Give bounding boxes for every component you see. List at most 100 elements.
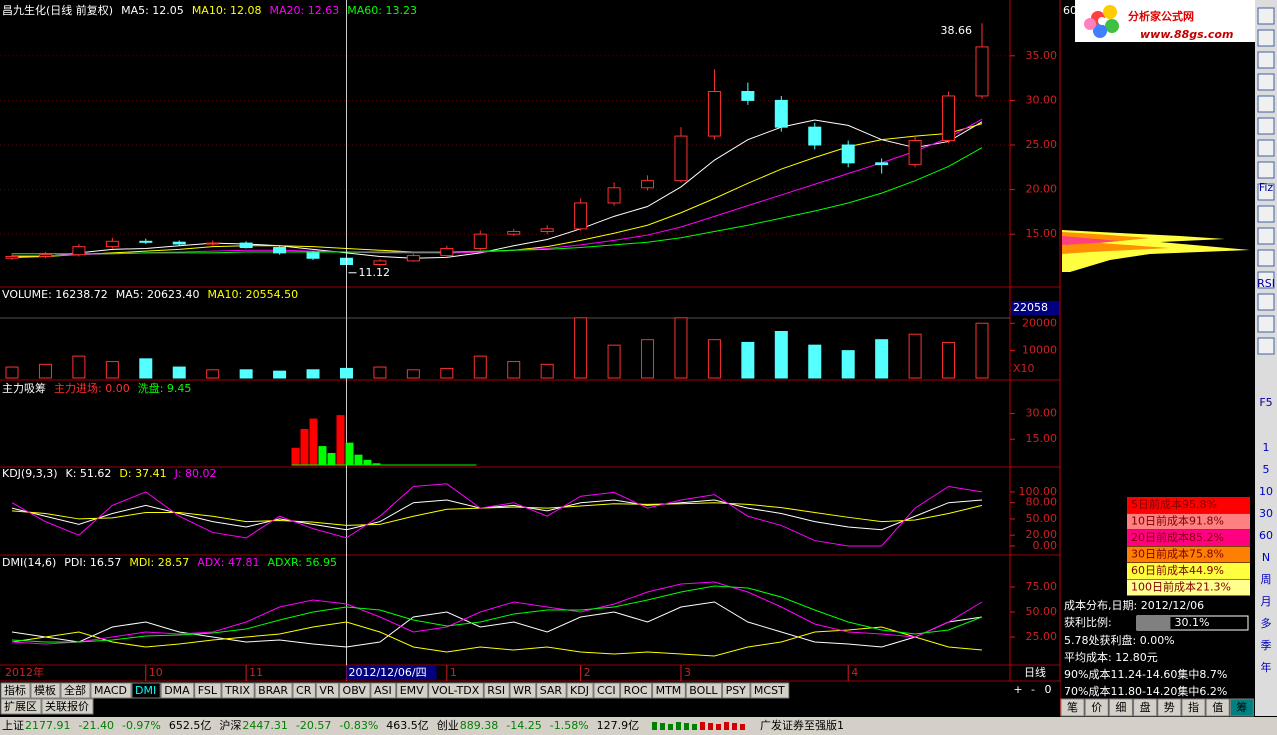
period-button[interactable]: 年 bbox=[1261, 660, 1272, 674]
period-button[interactable]: 5 bbox=[1263, 463, 1270, 476]
tab-label[interactable]: 指标 bbox=[4, 683, 26, 697]
side-tab[interactable] bbox=[1108, 698, 1133, 717]
tab[interactable] bbox=[194, 682, 222, 699]
tab[interactable] bbox=[0, 698, 42, 715]
tab[interactable] bbox=[652, 682, 686, 699]
tab-label[interactable]: WR bbox=[513, 684, 532, 697]
tab-label[interactable]: CR bbox=[296, 684, 312, 697]
tab-label[interactable]: BRAR bbox=[258, 684, 288, 697]
tool-icon[interactable] bbox=[1257, 293, 1275, 311]
tab[interactable] bbox=[0, 682, 31, 699]
tab-label[interactable]: MACD bbox=[94, 684, 127, 697]
tab[interactable] bbox=[160, 682, 195, 699]
tab[interactable] bbox=[315, 682, 340, 699]
side-tab[interactable] bbox=[1229, 698, 1254, 717]
tool-icon[interactable] bbox=[1257, 29, 1275, 47]
tool-icon[interactable] bbox=[1257, 51, 1275, 69]
tab-label[interactable]: FSL bbox=[198, 684, 218, 697]
tab[interactable] bbox=[30, 682, 61, 699]
tab[interactable] bbox=[750, 682, 790, 699]
tab[interactable] bbox=[90, 682, 132, 699]
tab[interactable] bbox=[131, 682, 161, 699]
tab-label[interactable]: MTM bbox=[656, 684, 682, 697]
tool-icon[interactable] bbox=[1257, 249, 1275, 267]
tab-label[interactable]: OBV bbox=[343, 684, 367, 697]
period-button[interactable]: N bbox=[1262, 551, 1270, 564]
zoom-button[interactable]: 0 bbox=[1045, 683, 1052, 696]
side-tab-label[interactable]: 值 bbox=[1212, 701, 1223, 714]
side-tab[interactable] bbox=[1157, 698, 1182, 717]
side-tab-label[interactable]: 势 bbox=[1164, 701, 1175, 714]
tab-label[interactable]: ROC bbox=[624, 684, 648, 697]
tab-label[interactable]: BOLL bbox=[689, 684, 718, 697]
side-tab-label[interactable]: 价 bbox=[1091, 701, 1102, 714]
tab[interactable] bbox=[221, 682, 255, 699]
tab[interactable] bbox=[396, 682, 429, 699]
tab-label[interactable]: VOL-TDX bbox=[432, 684, 480, 697]
side-tab[interactable] bbox=[1133, 698, 1158, 717]
zoom-button[interactable]: - bbox=[1031, 683, 1035, 696]
tab[interactable] bbox=[339, 682, 371, 699]
tab-label[interactable]: DMI bbox=[135, 684, 156, 697]
tab-label[interactable]: ASI bbox=[374, 684, 392, 697]
tool-icon[interactable] bbox=[1257, 315, 1275, 333]
period-button[interactable]: 月 bbox=[1261, 595, 1272, 608]
tool-icon-label[interactable]: Fiz bbox=[1259, 181, 1274, 194]
tab[interactable] bbox=[722, 682, 751, 699]
side-tab[interactable] bbox=[1181, 698, 1206, 717]
tab-label[interactable]: RSI bbox=[487, 684, 505, 697]
tool-icon[interactable] bbox=[1257, 95, 1275, 113]
tab[interactable] bbox=[685, 682, 723, 699]
tool-icon[interactable] bbox=[1257, 183, 1275, 201]
tool-icon-label[interactable]: RSI bbox=[1257, 277, 1275, 290]
tab-label[interactable]: 全部 bbox=[64, 683, 86, 697]
tab-label[interactable]: MCST bbox=[754, 684, 785, 697]
tab-label[interactable]: CCI bbox=[597, 684, 616, 697]
tool-icon[interactable] bbox=[1257, 205, 1275, 223]
tab-label[interactable]: DMA bbox=[164, 684, 190, 697]
period-button[interactable]: 60 bbox=[1259, 529, 1273, 542]
side-tab[interactable] bbox=[1205, 698, 1230, 717]
tool-icon-label[interactable]: F5 bbox=[1259, 396, 1272, 409]
tab-label[interactable]: 扩展区 bbox=[4, 699, 37, 713]
side-tab-label[interactable]: 筹 bbox=[1236, 700, 1247, 714]
zoom-button[interactable]: + bbox=[1013, 683, 1022, 696]
side-tab[interactable] bbox=[1084, 698, 1109, 717]
tool-icon[interactable] bbox=[1257, 161, 1275, 179]
tool-icon[interactable] bbox=[1257, 73, 1275, 91]
tab-label[interactable]: 模板 bbox=[34, 683, 56, 697]
tab[interactable] bbox=[509, 682, 537, 699]
period-button[interactable]: 1 bbox=[1263, 441, 1270, 454]
tab[interactable] bbox=[428, 682, 484, 699]
period-button[interactable]: 30 bbox=[1259, 507, 1273, 520]
tool-icon[interactable] bbox=[1257, 271, 1275, 289]
side-tab-label[interactable]: 细 bbox=[1115, 701, 1126, 714]
period-button[interactable]: 季 bbox=[1261, 639, 1272, 652]
tab[interactable] bbox=[254, 682, 293, 699]
side-tab-label[interactable]: 指 bbox=[1188, 700, 1199, 714]
tab-label[interactable]: SAR bbox=[540, 684, 563, 697]
tab[interactable] bbox=[41, 698, 94, 715]
tab-label[interactable]: KDJ bbox=[570, 684, 589, 697]
tab-label[interactable]: VR bbox=[319, 684, 335, 697]
tool-icon[interactable] bbox=[1257, 117, 1275, 135]
tab-label[interactable]: TRIX bbox=[224, 684, 251, 697]
tool-icon[interactable] bbox=[1257, 337, 1275, 355]
tab[interactable] bbox=[370, 682, 397, 699]
tab-label[interactable]: PSY bbox=[726, 684, 747, 697]
tool-icon[interactable] bbox=[1257, 7, 1275, 25]
tool-icon[interactable] bbox=[1257, 139, 1275, 157]
tool-icon[interactable] bbox=[1257, 227, 1275, 245]
side-tab-label[interactable]: 盘 bbox=[1140, 700, 1151, 714]
tab[interactable] bbox=[536, 682, 567, 699]
period-button[interactable]: 10 bbox=[1259, 485, 1273, 498]
tab[interactable] bbox=[620, 682, 653, 699]
side-tab-label[interactable]: 笔 bbox=[1067, 700, 1078, 714]
period-button[interactable]: 多 bbox=[1261, 616, 1272, 630]
tab-label[interactable]: 关联报价 bbox=[45, 699, 89, 713]
tab[interactable] bbox=[60, 682, 91, 699]
tab[interactable] bbox=[292, 682, 316, 699]
side-tab[interactable] bbox=[1060, 698, 1085, 717]
tab[interactable] bbox=[483, 682, 510, 699]
period-button[interactable]: 周 bbox=[1261, 573, 1272, 586]
